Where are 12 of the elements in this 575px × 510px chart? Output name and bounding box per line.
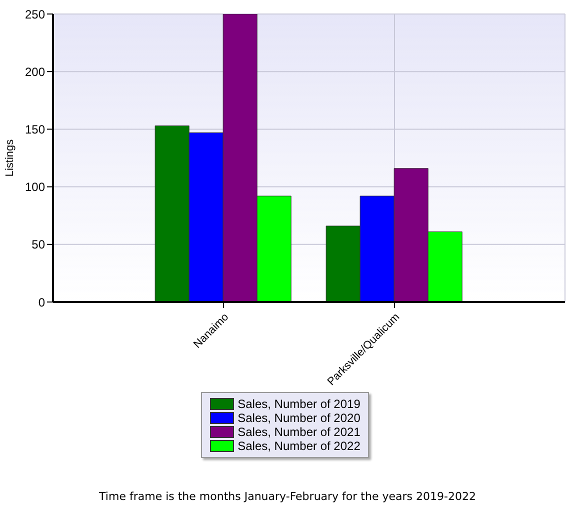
- legend-label: Sales, Number of 2021: [238, 425, 360, 439]
- y-tick-label: 0: [38, 295, 46, 310]
- legend-label: Sales, Number of 2022: [238, 439, 360, 453]
- y-tick-label: 250: [24, 7, 46, 22]
- legend-label: Sales, Number of 2019: [238, 397, 360, 411]
- y-axis-title: Listings: [4, 138, 16, 177]
- text: Time frame is the months January-February for the years 2019-2022: [98, 490, 477, 503]
- y-tick-label: 100: [24, 180, 46, 194]
- y-tick-label: 50: [32, 238, 46, 252]
- y-tick-label: 150: [24, 122, 46, 136]
- y-tick-label: 200: [24, 64, 46, 79]
- legend-label: Sales, Number of 2020: [238, 411, 360, 425]
